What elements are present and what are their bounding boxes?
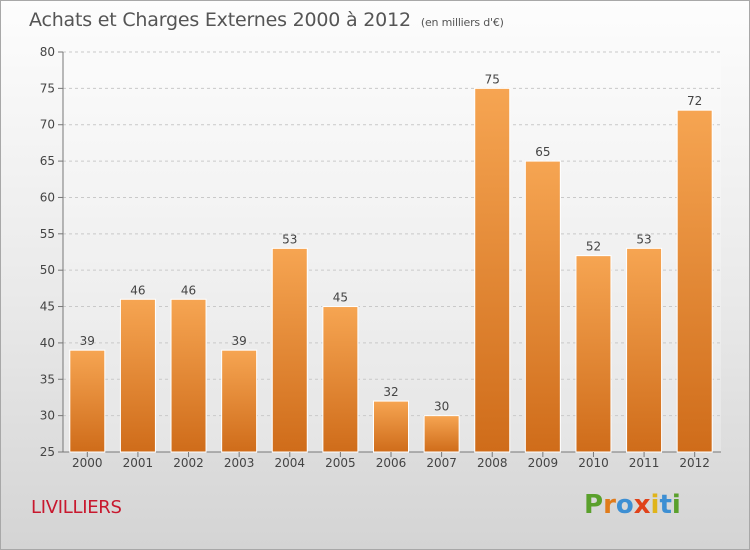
bar [575, 255, 612, 453]
bar-value-label: 53 [636, 232, 651, 246]
y-tick-label: 55 [40, 227, 55, 241]
bar [474, 87, 511, 453]
proxiti-logo: Proxiti [584, 490, 681, 520]
logo-letter: x [633, 490, 651, 520]
bar [221, 349, 258, 453]
logo-letter: t [659, 490, 672, 520]
x-tick-label: 2001 [123, 456, 154, 470]
bar-value-label: 75 [485, 72, 500, 86]
x-tick-label: 2009 [528, 456, 559, 470]
bar [676, 109, 713, 453]
logo-letter: r [603, 490, 616, 520]
logo-letter: P [584, 490, 604, 520]
y-tick-label: 40 [40, 336, 55, 350]
x-tick-label: 2012 [679, 456, 710, 470]
bar-value-label: 39 [232, 334, 247, 348]
bar [626, 247, 663, 453]
bar-value-label: 32 [383, 385, 398, 399]
bar-value-label: 46 [181, 283, 196, 297]
bar [524, 160, 561, 453]
y-tick-label: 35 [40, 372, 55, 386]
bar [170, 298, 207, 453]
bar-value-label: 65 [535, 145, 550, 159]
x-tick-label: 2002 [173, 456, 204, 470]
bar [69, 349, 106, 453]
logo-letter: i [650, 490, 660, 520]
y-tick-label: 70 [40, 118, 55, 132]
x-tick-label: 2006 [376, 456, 407, 470]
bar [423, 415, 460, 453]
bar [322, 306, 359, 453]
x-tick-label: 2000 [72, 456, 103, 470]
y-tick-label: 30 [40, 409, 55, 423]
x-tick-label: 2004 [274, 456, 305, 470]
y-tick-label: 25 [40, 445, 55, 459]
bar-value-label: 39 [80, 334, 95, 348]
bar-value-label: 45 [333, 291, 348, 305]
x-tick-label: 2003 [224, 456, 255, 470]
x-tick-label: 2007 [426, 456, 457, 470]
x-tick-label: 2005 [325, 456, 356, 470]
x-tick-label: 2011 [629, 456, 660, 470]
bar-value-label: 53 [282, 232, 297, 246]
y-tick-label: 65 [40, 154, 55, 168]
chart-title: Achats et Charges Externes 2000 à 2012 (e… [29, 9, 504, 31]
x-tick-label: 2008 [477, 456, 508, 470]
bar [373, 400, 409, 453]
logo-letter: o [615, 490, 634, 520]
logo-letter: i [671, 490, 681, 520]
y-tick-label: 50 [40, 263, 55, 277]
bar [119, 298, 156, 453]
chart-title-text: Achats et Charges Externes 2000 à 2012 [29, 9, 411, 31]
bar [271, 247, 308, 453]
y-tick-label: 75 [40, 81, 55, 95]
y-tick-label: 80 [40, 45, 55, 59]
y-tick-label: 45 [40, 300, 55, 314]
chart-unit: (en milliers d'€) [420, 16, 504, 29]
bar-value-label: 52 [586, 240, 601, 254]
bar-value-label: 46 [130, 283, 145, 297]
bar-value-label: 72 [687, 94, 702, 108]
bar-value-label: 30 [434, 400, 449, 414]
y-tick-label: 60 [40, 190, 55, 204]
x-tick-label: 2010 [578, 456, 609, 470]
location-label: LIVILLIERS [31, 497, 122, 518]
